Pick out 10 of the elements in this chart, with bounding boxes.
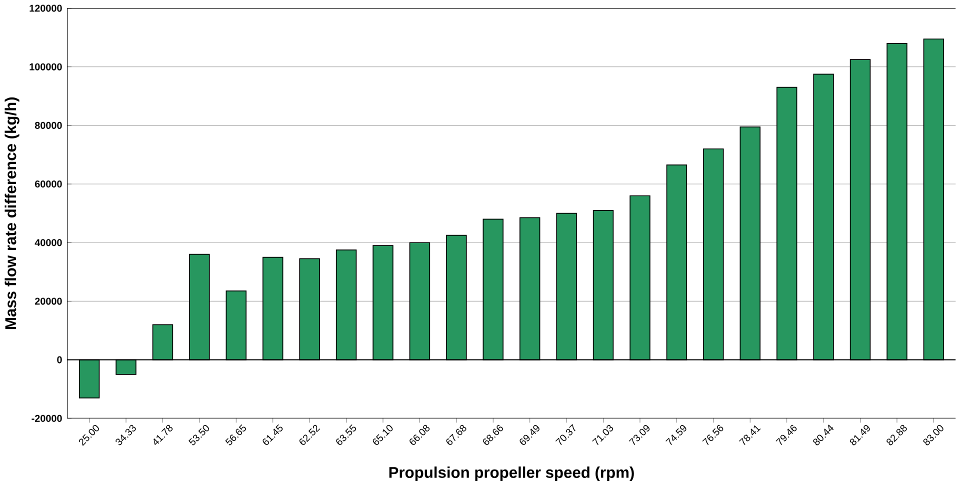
y-tick-label: 40000 [34,239,62,246]
y-tick-label: 0 [57,356,62,364]
y-tick-label: 60000 [34,180,62,188]
y-tick-label: 20000 [34,298,62,305]
y-axis-title: Mass flow rate difference (kg/h) [4,98,20,330]
y-tick-label: 100000 [30,63,62,70]
y-tick-label: -20000 [32,415,62,422]
y-tick-label: 80000 [34,122,62,130]
y-tick-label: 120000 [30,4,62,12]
x-axis-title: Propulsion propeller speed (rpm) [389,466,634,482]
